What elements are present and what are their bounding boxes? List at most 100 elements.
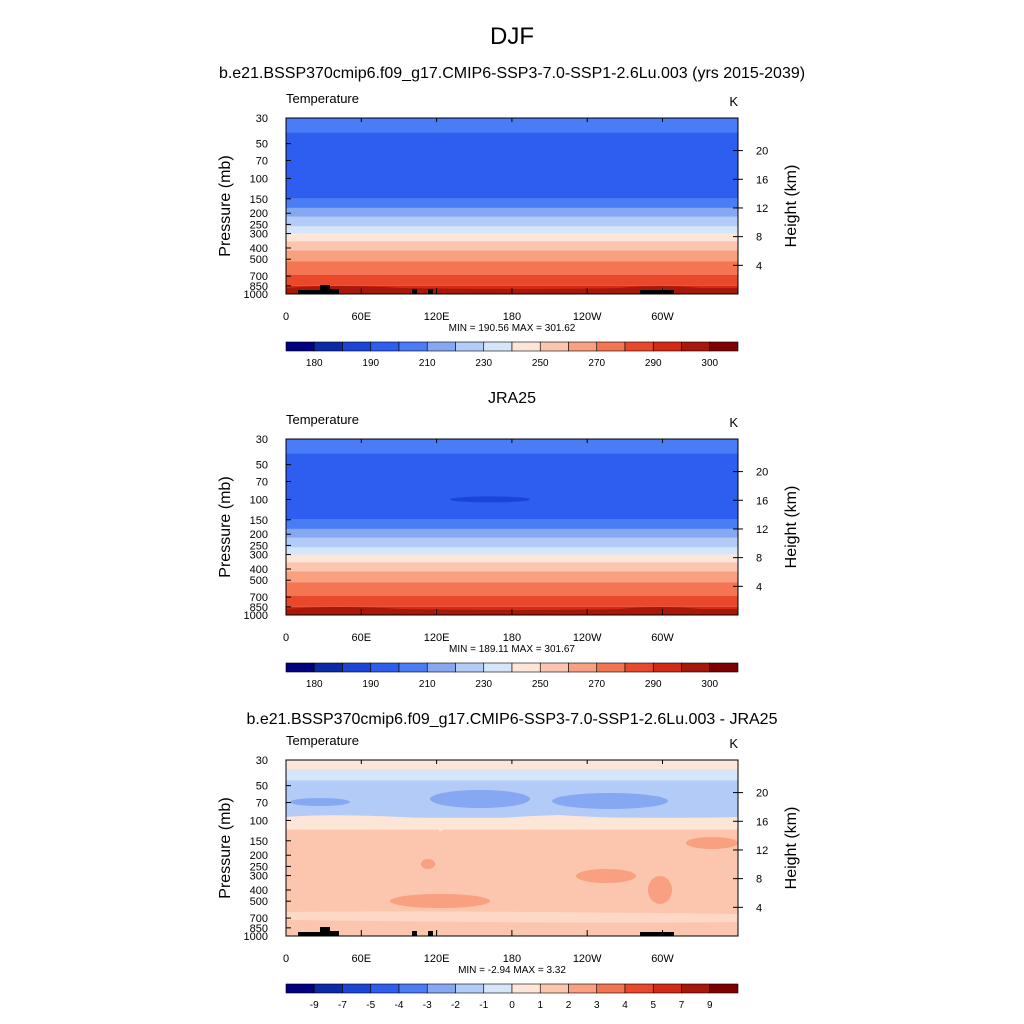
y2-tick-label: 12 bbox=[756, 845, 768, 857]
x-tick-label: 0 bbox=[283, 632, 289, 644]
minimum-patch bbox=[450, 496, 530, 503]
panel-1: Temperature K3050701001502002503004005007… bbox=[217, 91, 800, 369]
variable-label: Temperature bbox=[286, 412, 359, 427]
contour-band bbox=[286, 241, 738, 251]
warm-anomaly bbox=[421, 859, 435, 869]
min-max-stats: MIN = -2.94 MAX = 3.32 bbox=[458, 965, 566, 976]
colorbar-label: 230 bbox=[475, 679, 492, 690]
colorbar-swatch bbox=[709, 662, 739, 673]
contour-band bbox=[286, 233, 738, 242]
contour-band bbox=[286, 132, 738, 199]
y-tick-label: 30 bbox=[256, 755, 268, 767]
colorbar-swatch bbox=[681, 662, 711, 673]
y-tick-label: 150 bbox=[250, 515, 268, 527]
y-tick-label: 1000 bbox=[244, 289, 268, 301]
colorbar-swatch bbox=[624, 662, 654, 673]
colorbar-swatch bbox=[624, 341, 654, 352]
topography bbox=[320, 285, 330, 294]
y-tick-label: 50 bbox=[256, 139, 268, 151]
colorbar-swatch bbox=[539, 341, 569, 352]
y-tick-label: 400 bbox=[250, 885, 268, 897]
x-tick-label: 60W bbox=[651, 311, 674, 323]
warm-anomaly bbox=[648, 876, 672, 904]
colorbar-swatch bbox=[511, 983, 541, 994]
contour-band bbox=[286, 769, 738, 781]
contour-band bbox=[286, 118, 738, 133]
y-tick-label: 500 bbox=[250, 254, 268, 266]
x-tick-label: 60E bbox=[352, 953, 372, 965]
colorbar-swatch bbox=[342, 662, 372, 673]
colorbar-label: 7 bbox=[679, 1000, 685, 1011]
colorbar-label: 1 bbox=[537, 1000, 543, 1011]
colorbar-label: 190 bbox=[362, 679, 379, 690]
colorbar-swatch bbox=[652, 662, 682, 673]
y2-tick-label: 8 bbox=[756, 553, 762, 565]
y2-tick-label: 12 bbox=[756, 524, 768, 536]
colorbar-swatch bbox=[681, 341, 711, 352]
y-tick-label: 850 bbox=[250, 602, 268, 614]
y-tick-label: 100 bbox=[250, 494, 268, 506]
colorbar-label: -7 bbox=[338, 1000, 347, 1011]
y-tick-label: 70 bbox=[256, 156, 268, 168]
colorbar-swatch bbox=[596, 341, 626, 352]
colorbar-swatch bbox=[455, 341, 485, 352]
warm-anomaly bbox=[686, 837, 738, 849]
y-tick-label: 50 bbox=[256, 460, 268, 472]
colorbar-label: 5 bbox=[650, 1000, 656, 1011]
y-axis-title: Pressure (mb) bbox=[217, 476, 234, 577]
colorbar-swatch bbox=[596, 662, 626, 673]
colorbar-swatch bbox=[568, 341, 598, 352]
y-tick-label: 200 bbox=[250, 208, 268, 220]
cool-anomaly bbox=[430, 790, 530, 808]
panel-title: JRA25 bbox=[488, 390, 536, 407]
colorbar-swatch bbox=[483, 983, 513, 994]
contour-band bbox=[286, 216, 738, 227]
x-tick-label: 180 bbox=[503, 953, 521, 965]
contour-band bbox=[286, 571, 738, 583]
y-tick-label: 1000 bbox=[244, 931, 268, 943]
units-label: K bbox=[729, 415, 738, 430]
y-tick-label: 700 bbox=[250, 271, 268, 283]
colorbar-label: 270 bbox=[588, 679, 605, 690]
colorbar-swatch bbox=[652, 341, 682, 352]
y-tick-label: 30 bbox=[256, 113, 268, 125]
y-tick-label: 150 bbox=[250, 194, 268, 206]
near-zero-band bbox=[286, 815, 738, 832]
y-tick-label: 200 bbox=[250, 529, 268, 541]
colorbar-label: 300 bbox=[701, 358, 718, 369]
colorbar-swatch bbox=[398, 662, 428, 673]
colorbar-swatch bbox=[455, 983, 485, 994]
colorbar-swatch bbox=[426, 983, 456, 994]
colorbar-label: 250 bbox=[532, 358, 549, 369]
topography bbox=[298, 932, 322, 936]
contour-band bbox=[286, 274, 738, 286]
topography bbox=[640, 932, 674, 936]
cool-anomaly bbox=[552, 793, 668, 809]
y-tick-label: 150 bbox=[250, 836, 268, 848]
colorbar-label: -4 bbox=[395, 1000, 404, 1011]
y-axis-title: Pressure (mb) bbox=[217, 797, 234, 898]
colorbar-label: 300 bbox=[701, 679, 718, 690]
warm-anomaly bbox=[576, 869, 636, 883]
y-tick-label: 100 bbox=[250, 815, 268, 827]
topography bbox=[298, 290, 322, 294]
y-tick-label: 100 bbox=[250, 173, 268, 185]
colorbar-swatch bbox=[342, 341, 372, 352]
x-tick-label: 60E bbox=[352, 311, 372, 323]
contour-band bbox=[286, 453, 738, 520]
topography bbox=[320, 927, 330, 936]
y-tick-label: 700 bbox=[250, 592, 268, 604]
x-tick-label: 60W bbox=[651, 953, 674, 965]
contour-band bbox=[286, 595, 738, 607]
colorbar-swatch bbox=[483, 341, 513, 352]
topography bbox=[428, 289, 433, 294]
colorbar-swatch bbox=[455, 662, 485, 673]
colorbar-label: -2 bbox=[451, 1000, 460, 1011]
contour-band bbox=[286, 582, 738, 596]
contour-band bbox=[286, 207, 738, 217]
x-tick-label: 120E bbox=[424, 311, 450, 323]
panel-3: b.e21.BSSP370cmip6.f09_g17.CMIP6-SSP3-7.… bbox=[217, 711, 800, 1011]
units-label: K bbox=[729, 94, 738, 109]
